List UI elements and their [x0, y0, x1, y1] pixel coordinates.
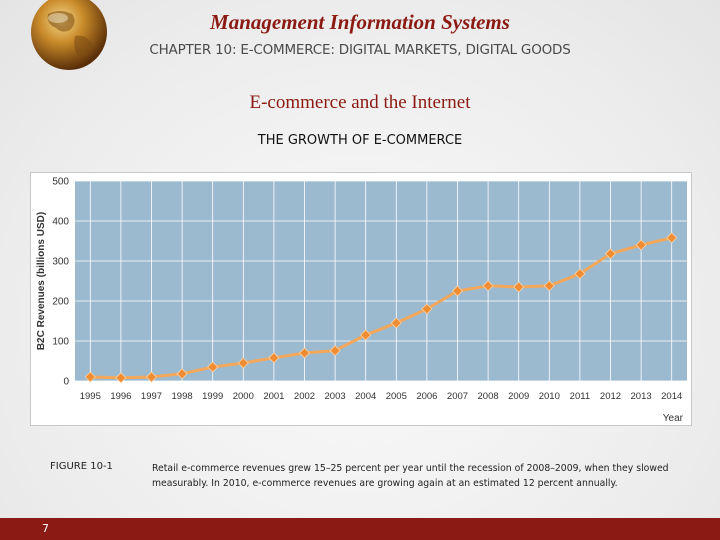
growth-chart: 0 100 200 300 400 500 1995 1996 1997 1998 1999 200… — [30, 172, 692, 426]
data-point — [145, 371, 158, 383]
data-point — [421, 303, 433, 315]
chapter-subtitle: CHAPTER 10: E-COMMERCE: DIGITAL MARKETS,… — [149, 42, 571, 58]
data-point — [84, 371, 96, 383]
x-tick-labels: 1995 1996 1997 1998 1999 2000 2001 2002 2003 2004… — [80, 391, 683, 402]
y-tick-labels: 0 100 200 300 400 500 — [52, 177, 69, 388]
chart-svg: 0 100 200 300 400 500 1995 1996 1997 1998 1999 200… — [36, 177, 687, 424]
x-tick-label: 2000 — [233, 391, 254, 402]
data-point — [666, 232, 678, 244]
x-tick-label: 2013 — [631, 391, 652, 402]
data-point — [604, 248, 617, 260]
y-tick-label: 0 — [63, 377, 69, 388]
x-tick-label: 2001 — [263, 391, 284, 402]
y-tick-label: 400 — [52, 217, 69, 228]
globe-icon — [31, 0, 107, 70]
x-tick-label: 2006 — [416, 391, 437, 402]
footer-bar — [0, 518, 720, 540]
course-title: Management Information Systems — [210, 10, 510, 34]
section-title: THE GROWTH OF E-COMMERCE — [257, 133, 463, 148]
data-point — [574, 268, 586, 280]
x-tick-label: 1998 — [172, 391, 193, 402]
x-tick-label: 1995 — [80, 391, 101, 402]
y-tick-label: 200 — [52, 297, 69, 308]
x-tick-label: 2002 — [294, 391, 315, 402]
figure-label: FIGURE 10-1 — [50, 461, 113, 472]
x-tick-label: 2008 — [478, 391, 499, 402]
x-tick-label: 2003 — [325, 391, 346, 402]
x-tick-label: 1997 — [141, 391, 162, 402]
x-tick-label: 2005 — [386, 391, 407, 402]
data-point — [482, 280, 494, 292]
x-tick-label: 2014 — [661, 391, 682, 402]
data-point — [207, 361, 219, 373]
data-point — [268, 352, 280, 364]
data-point — [329, 345, 341, 357]
x-tick-label: 2012 — [600, 391, 621, 402]
data-point — [451, 285, 464, 297]
x-tick-label: 2010 — [539, 391, 560, 402]
data-point — [390, 317, 402, 329]
page-number: 7 — [42, 522, 49, 535]
y-tick-label: 100 — [52, 337, 69, 348]
data-point — [360, 329, 372, 341]
x-tick-label: 2009 — [508, 391, 529, 402]
data-point — [237, 357, 249, 369]
y-tick-label: 500 — [52, 177, 69, 188]
data-point — [115, 372, 127, 384]
x-tick-label: 1996 — [110, 391, 131, 402]
x-axis-label: Year — [663, 413, 684, 424]
data-point — [176, 368, 188, 380]
x-tick-label: 2007 — [447, 391, 468, 402]
series-line — [90, 236, 673, 380]
data-point — [635, 239, 647, 251]
y-axis-label: B2C Revenues (billions USD) — [36, 212, 47, 350]
slide-title: E-commerce and the Internet — [249, 92, 471, 113]
x-tick-label: 2011 — [570, 391, 590, 402]
y-tick-label: 300 — [52, 257, 69, 268]
data-point — [543, 280, 555, 292]
figure-caption: Retail e-commerce revenues grew 15–25 pe… — [152, 463, 669, 489]
data-markers — [84, 232, 678, 384]
x-tick-label: 1999 — [202, 391, 223, 402]
x-tick-label: 2004 — [355, 391, 376, 402]
plot-area — [75, 181, 687, 381]
data-point — [513, 281, 525, 293]
data-point — [298, 347, 311, 359]
